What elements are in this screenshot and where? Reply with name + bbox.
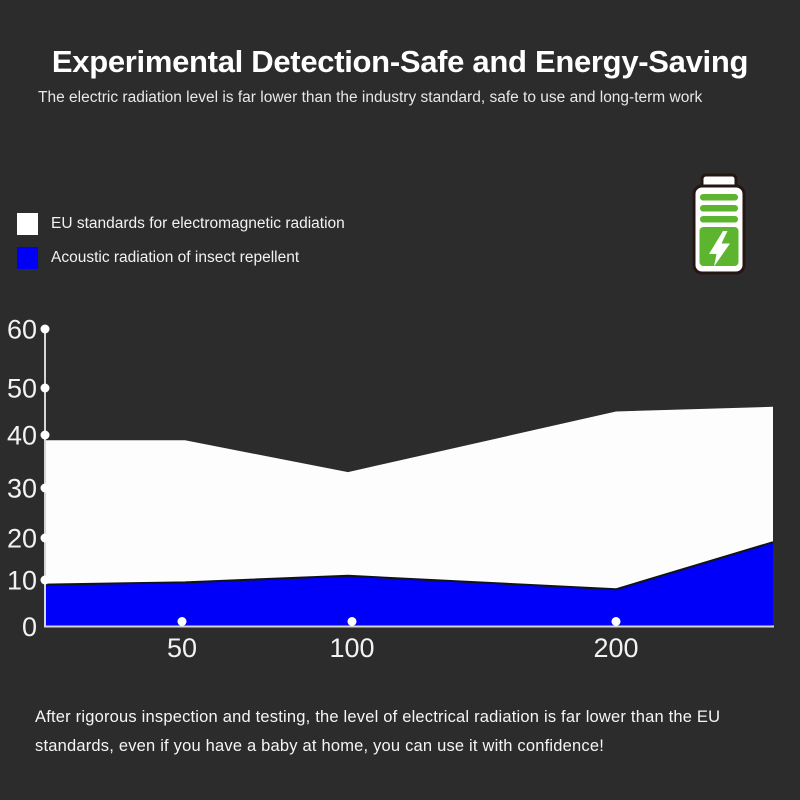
page-title: Experimental Detection-Safe and Energy-S…	[51, 44, 749, 79]
y-tick-dot	[40, 383, 50, 393]
battery-level-bar	[700, 205, 738, 212]
y-tick-label: 50	[7, 374, 37, 404]
area-eu-standards	[45, 406, 773, 627]
legend-item-insect-repellent: Acoustic radiation of insect repellent	[17, 247, 345, 269]
legend-swatch-white	[17, 213, 38, 235]
x-tick-label: 50	[167, 633, 197, 663]
y-tick-label: 0	[22, 612, 37, 642]
x-tick-dot	[347, 617, 357, 626]
y-tick-label: 10	[7, 566, 37, 596]
area-insect-repellent	[45, 542, 773, 627]
lightning-bolt-icon	[709, 231, 730, 267]
y-tick-dot	[40, 430, 50, 440]
x-tick-label: 200	[593, 633, 638, 663]
x-tick-label: 100	[329, 633, 374, 663]
page-subtitle: The electric radiation level is far lowe…	[38, 89, 703, 106]
y-tick-dot	[40, 324, 50, 334]
footer-line-2: standards, even if you have a baby at ho…	[35, 737, 605, 755]
y-tick-label: 40	[7, 421, 37, 451]
legend-label: Acoustic radiation of insect repellent	[51, 249, 300, 266]
footer-text: After rigorous inspection and testing, t…	[35, 703, 720, 761]
y-tick-dot	[40, 533, 50, 543]
battery-level-bar	[700, 216, 738, 223]
battery-level-bar	[700, 194, 738, 201]
y-tick-label: 20	[7, 524, 37, 554]
x-tick-dot	[177, 617, 187, 626]
footer-line-1: After rigorous inspection and testing, t…	[35, 708, 721, 726]
legend-swatch-blue	[17, 247, 38, 269]
y-tick-label: 30	[7, 474, 37, 504]
y-tick-dot	[40, 575, 50, 585]
y-tick-label: 60	[7, 315, 37, 345]
legend-label: EU standards for electromagnetic radiati…	[51, 215, 345, 232]
insect-repellent-line	[44, 541, 774, 591]
legend-item-eu-standards: EU standards for electromagnetic radiati…	[17, 213, 345, 235]
chart-legend: EU standards for electromagnetic radiati…	[17, 213, 345, 281]
battery-charging-icon	[692, 173, 746, 275]
x-tick-dot	[611, 617, 621, 626]
y-tick-dot	[40, 483, 50, 493]
